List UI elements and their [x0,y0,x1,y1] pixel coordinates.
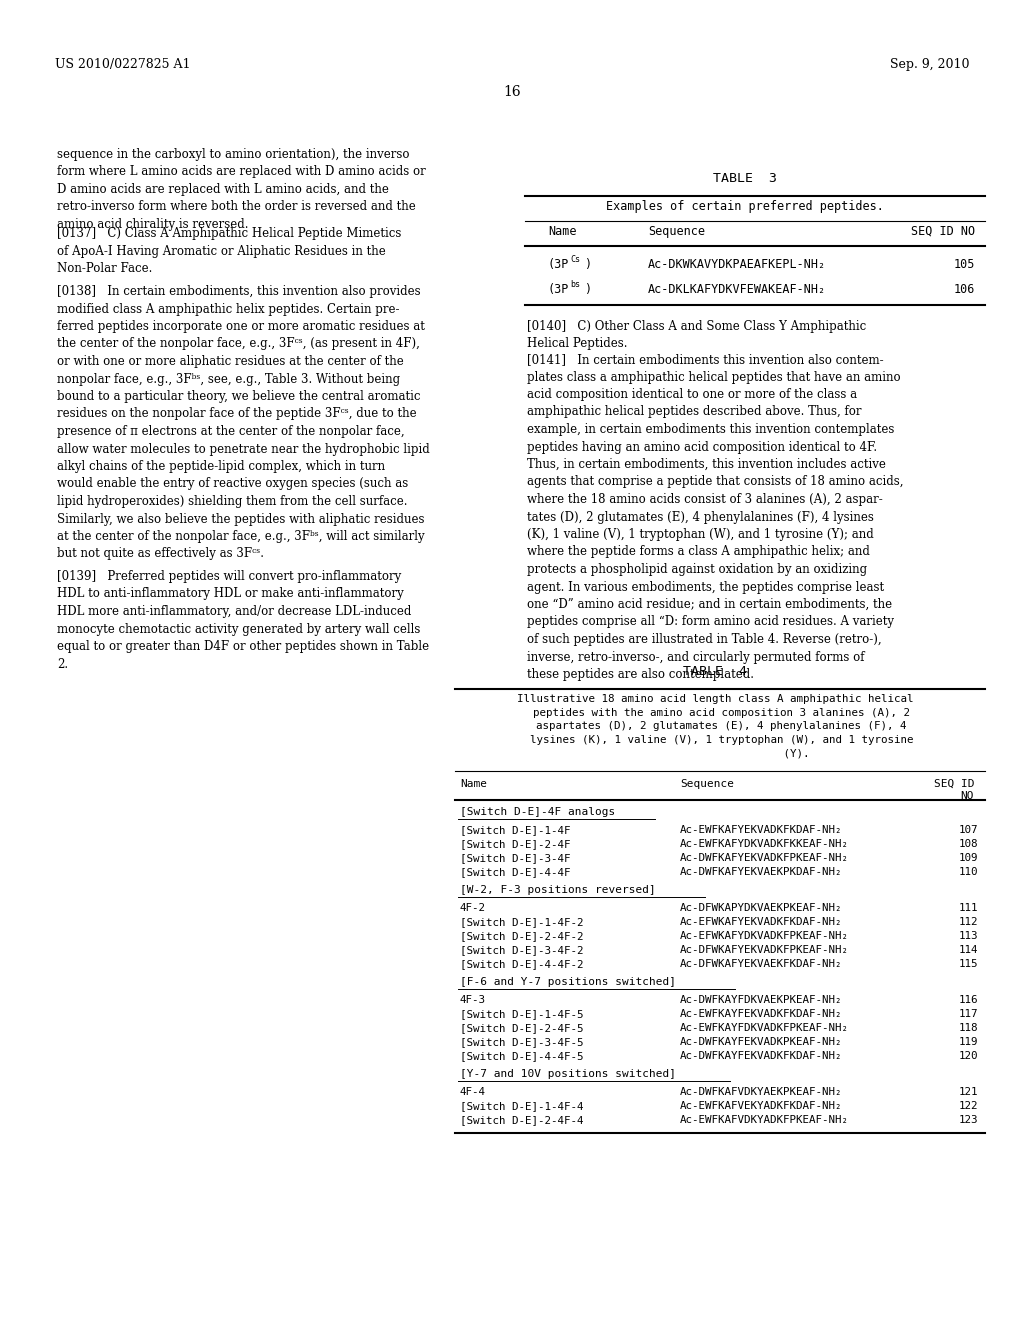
Text: 113: 113 [958,931,978,941]
Text: 106: 106 [953,282,975,296]
Text: Ac-EWFKAFYEKVADKFKDAF-NH₂: Ac-EWFKAFYEKVADKFKDAF-NH₂ [680,825,843,836]
Text: Illustrative 18 amino acid length class A amphipathic helical
  peptides with th: Illustrative 18 amino acid length class … [517,694,913,759]
Text: Examples of certain preferred peptides.: Examples of certain preferred peptides. [606,201,884,213]
Text: [W-2, F-3 positions reversed]: [W-2, F-3 positions reversed] [460,884,655,895]
Text: US 2010/0227825 A1: US 2010/0227825 A1 [55,58,190,71]
Text: bs: bs [570,280,580,289]
Text: Ac-DWFKAYFDKVAEKPKEAF-NH₂: Ac-DWFKAYFDKVAEKPKEAF-NH₂ [680,995,843,1005]
Text: [0140]   C) Other Class A and Some Class Y Amphipathic
Helical Peptides.: [0140] C) Other Class A and Some Class Y… [527,319,866,351]
Text: Ac-DFWKAPYDKVAEKPKEAF-NH₂: Ac-DFWKAPYDKVAEKPKEAF-NH₂ [680,903,843,913]
Text: 115: 115 [958,960,978,969]
Text: (3P: (3P [548,257,569,271]
Text: sequence in the carboxyl to amino orientation), the inverso
form where L amino a: sequence in the carboxyl to amino orient… [57,148,426,231]
Text: [Switch D-E]-1-4F-4: [Switch D-E]-1-4F-4 [460,1101,584,1111]
Text: TABLE  3: TABLE 3 [713,172,777,185]
Text: 16: 16 [503,84,521,99]
Text: [Switch D-E]-1-4F-5: [Switch D-E]-1-4F-5 [460,1008,584,1019]
Text: [Switch D-E]-4-4F-5: [Switch D-E]-4-4F-5 [460,1051,584,1061]
Text: Ac-EWFKAYFEKVADKFKDAF-NH₂: Ac-EWFKAYFEKVADKFKDAF-NH₂ [680,1008,843,1019]
Text: 121: 121 [958,1086,978,1097]
Text: 117: 117 [958,1008,978,1019]
Text: 4F-3: 4F-3 [460,995,486,1005]
Text: 4F-2: 4F-2 [460,903,486,913]
Text: [Switch D-E]-4-4F-2: [Switch D-E]-4-4F-2 [460,960,584,969]
Text: Name: Name [548,224,577,238]
Text: Ac-DWFKAYFEKVADKPKEAF-NH₂: Ac-DWFKAYFEKVADKPKEAF-NH₂ [680,1038,843,1047]
Text: [0139]   Preferred peptides will convert pro-inflammatory
HDL to anti-inflammato: [0139] Preferred peptides will convert p… [57,570,429,671]
Text: Ac-EWFKAFVDKYADKFPKEAF-NH₂: Ac-EWFKAFVDKYADKFPKEAF-NH₂ [680,1115,849,1125]
Text: [0141]   In certain embodiments this invention also contem-
plates class a amphi: [0141] In certain embodiments this inven… [527,352,903,681]
Text: SEQ ID NO: SEQ ID NO [911,224,975,238]
Text: 122: 122 [958,1101,978,1111]
Text: Ac-EFWKAFYDKVADKFPKEAF-NH₂: Ac-EFWKAFYDKVADKFPKEAF-NH₂ [680,931,849,941]
Text: Ac-EFWKAFYEKVADKFKDAF-NH₂: Ac-EFWKAFYEKVADKFKDAF-NH₂ [680,917,843,927]
Text: 107: 107 [958,825,978,836]
Text: Sequence: Sequence [680,779,734,789]
Text: 120: 120 [958,1051,978,1061]
Text: ): ) [584,257,591,271]
Text: Ac-DWFKAYFEKVADKFKDAF-NH₂: Ac-DWFKAYFEKVADKFKDAF-NH₂ [680,1051,843,1061]
Text: [Y-7 and 10V positions switched]: [Y-7 and 10V positions switched] [460,1069,676,1078]
Text: 123: 123 [958,1115,978,1125]
Text: [Switch D-E]-4-4F: [Switch D-E]-4-4F [460,867,570,876]
Text: [Switch D-E]-1-4F-2: [Switch D-E]-1-4F-2 [460,917,584,927]
Text: Ac-DFWKAFYEKVADKFPKEAF-NH₂: Ac-DFWKAFYEKVADKFPKEAF-NH₂ [680,945,849,954]
Text: Ac-DFWKAFYEKVAEKFKDAF-NH₂: Ac-DFWKAFYEKVAEKFKDAF-NH₂ [680,960,843,969]
Text: Ac-DKLKAFYDKVFEWAKEAF-NH₂: Ac-DKLKAFYDKVFEWAKEAF-NH₂ [648,282,826,296]
Text: [Switch D-E]-3-4F-5: [Switch D-E]-3-4F-5 [460,1038,584,1047]
Text: [Switch D-E]-2-4F-4: [Switch D-E]-2-4F-4 [460,1115,584,1125]
Text: 118: 118 [958,1023,978,1034]
Text: NO: NO [961,791,974,801]
Text: [Switch D-E]-2-4F-5: [Switch D-E]-2-4F-5 [460,1023,584,1034]
Text: [Switch D-E]-2-4F: [Switch D-E]-2-4F [460,840,570,849]
Text: TABLE  4: TABLE 4 [683,665,746,678]
Text: Ac-DWFKAFVDKYAEKPKEAF-NH₂: Ac-DWFKAFVDKYAEKPKEAF-NH₂ [680,1086,843,1097]
Text: Ac-EWFKAFYDKVADKFKKEAF-NH₂: Ac-EWFKAFYDKVADKFKKEAF-NH₂ [680,840,849,849]
Text: Ac-DWFKAFYEKVADKFPKEAF-NH₂: Ac-DWFKAFYEKVADKFPKEAF-NH₂ [680,853,849,863]
Text: 105: 105 [953,257,975,271]
Text: Sep. 9, 2010: Sep. 9, 2010 [890,58,969,71]
Text: [Switch D-E]-1-4F: [Switch D-E]-1-4F [460,825,570,836]
Text: [0137]   C) Class A Amphipathic Helical Peptide Mimetics
of ApoA-I Having Aromat: [0137] C) Class A Amphipathic Helical Pe… [57,227,401,275]
Text: 4F-4: 4F-4 [460,1086,486,1097]
Text: Ac-EWFKAYFDKVADKFPKEAF-NH₂: Ac-EWFKAYFDKVADKFPKEAF-NH₂ [680,1023,849,1034]
Text: 111: 111 [958,903,978,913]
Text: [Switch D-E]-4F analogs: [Switch D-E]-4F analogs [460,807,615,817]
Text: ): ) [584,282,591,296]
Text: [Switch D-E]-2-4F-2: [Switch D-E]-2-4F-2 [460,931,584,941]
Text: Cs: Cs [570,255,580,264]
Text: 114: 114 [958,945,978,954]
Text: [0138]   In certain embodiments, this invention also provides
modified class A a: [0138] In certain embodiments, this inve… [57,285,430,561]
Text: 116: 116 [958,995,978,1005]
Text: 109: 109 [958,853,978,863]
Text: SEQ ID: SEQ ID [934,779,974,789]
Text: 119: 119 [958,1038,978,1047]
Text: [F-6 and Y-7 positions switched]: [F-6 and Y-7 positions switched] [460,977,676,987]
Text: Sequence: Sequence [648,224,705,238]
Text: 108: 108 [958,840,978,849]
Text: (3P: (3P [548,282,569,296]
Text: [Switch D-E]-3-4F-2: [Switch D-E]-3-4F-2 [460,945,584,954]
Text: Ac-EWFKAFVEKYADKFKDAF-NH₂: Ac-EWFKAFVEKYADKFKDAF-NH₂ [680,1101,843,1111]
Text: Ac-DKWKAVYDKPAEAFKEPL-NH₂: Ac-DKWKAVYDKPAEAFKEPL-NH₂ [648,257,826,271]
Text: [Switch D-E]-3-4F: [Switch D-E]-3-4F [460,853,570,863]
Text: Ac-DWFKAFYEKVAEKPKDAF-NH₂: Ac-DWFKAFYEKVAEKPKDAF-NH₂ [680,867,843,876]
Text: Name: Name [460,779,487,789]
Text: 112: 112 [958,917,978,927]
Text: 110: 110 [958,867,978,876]
